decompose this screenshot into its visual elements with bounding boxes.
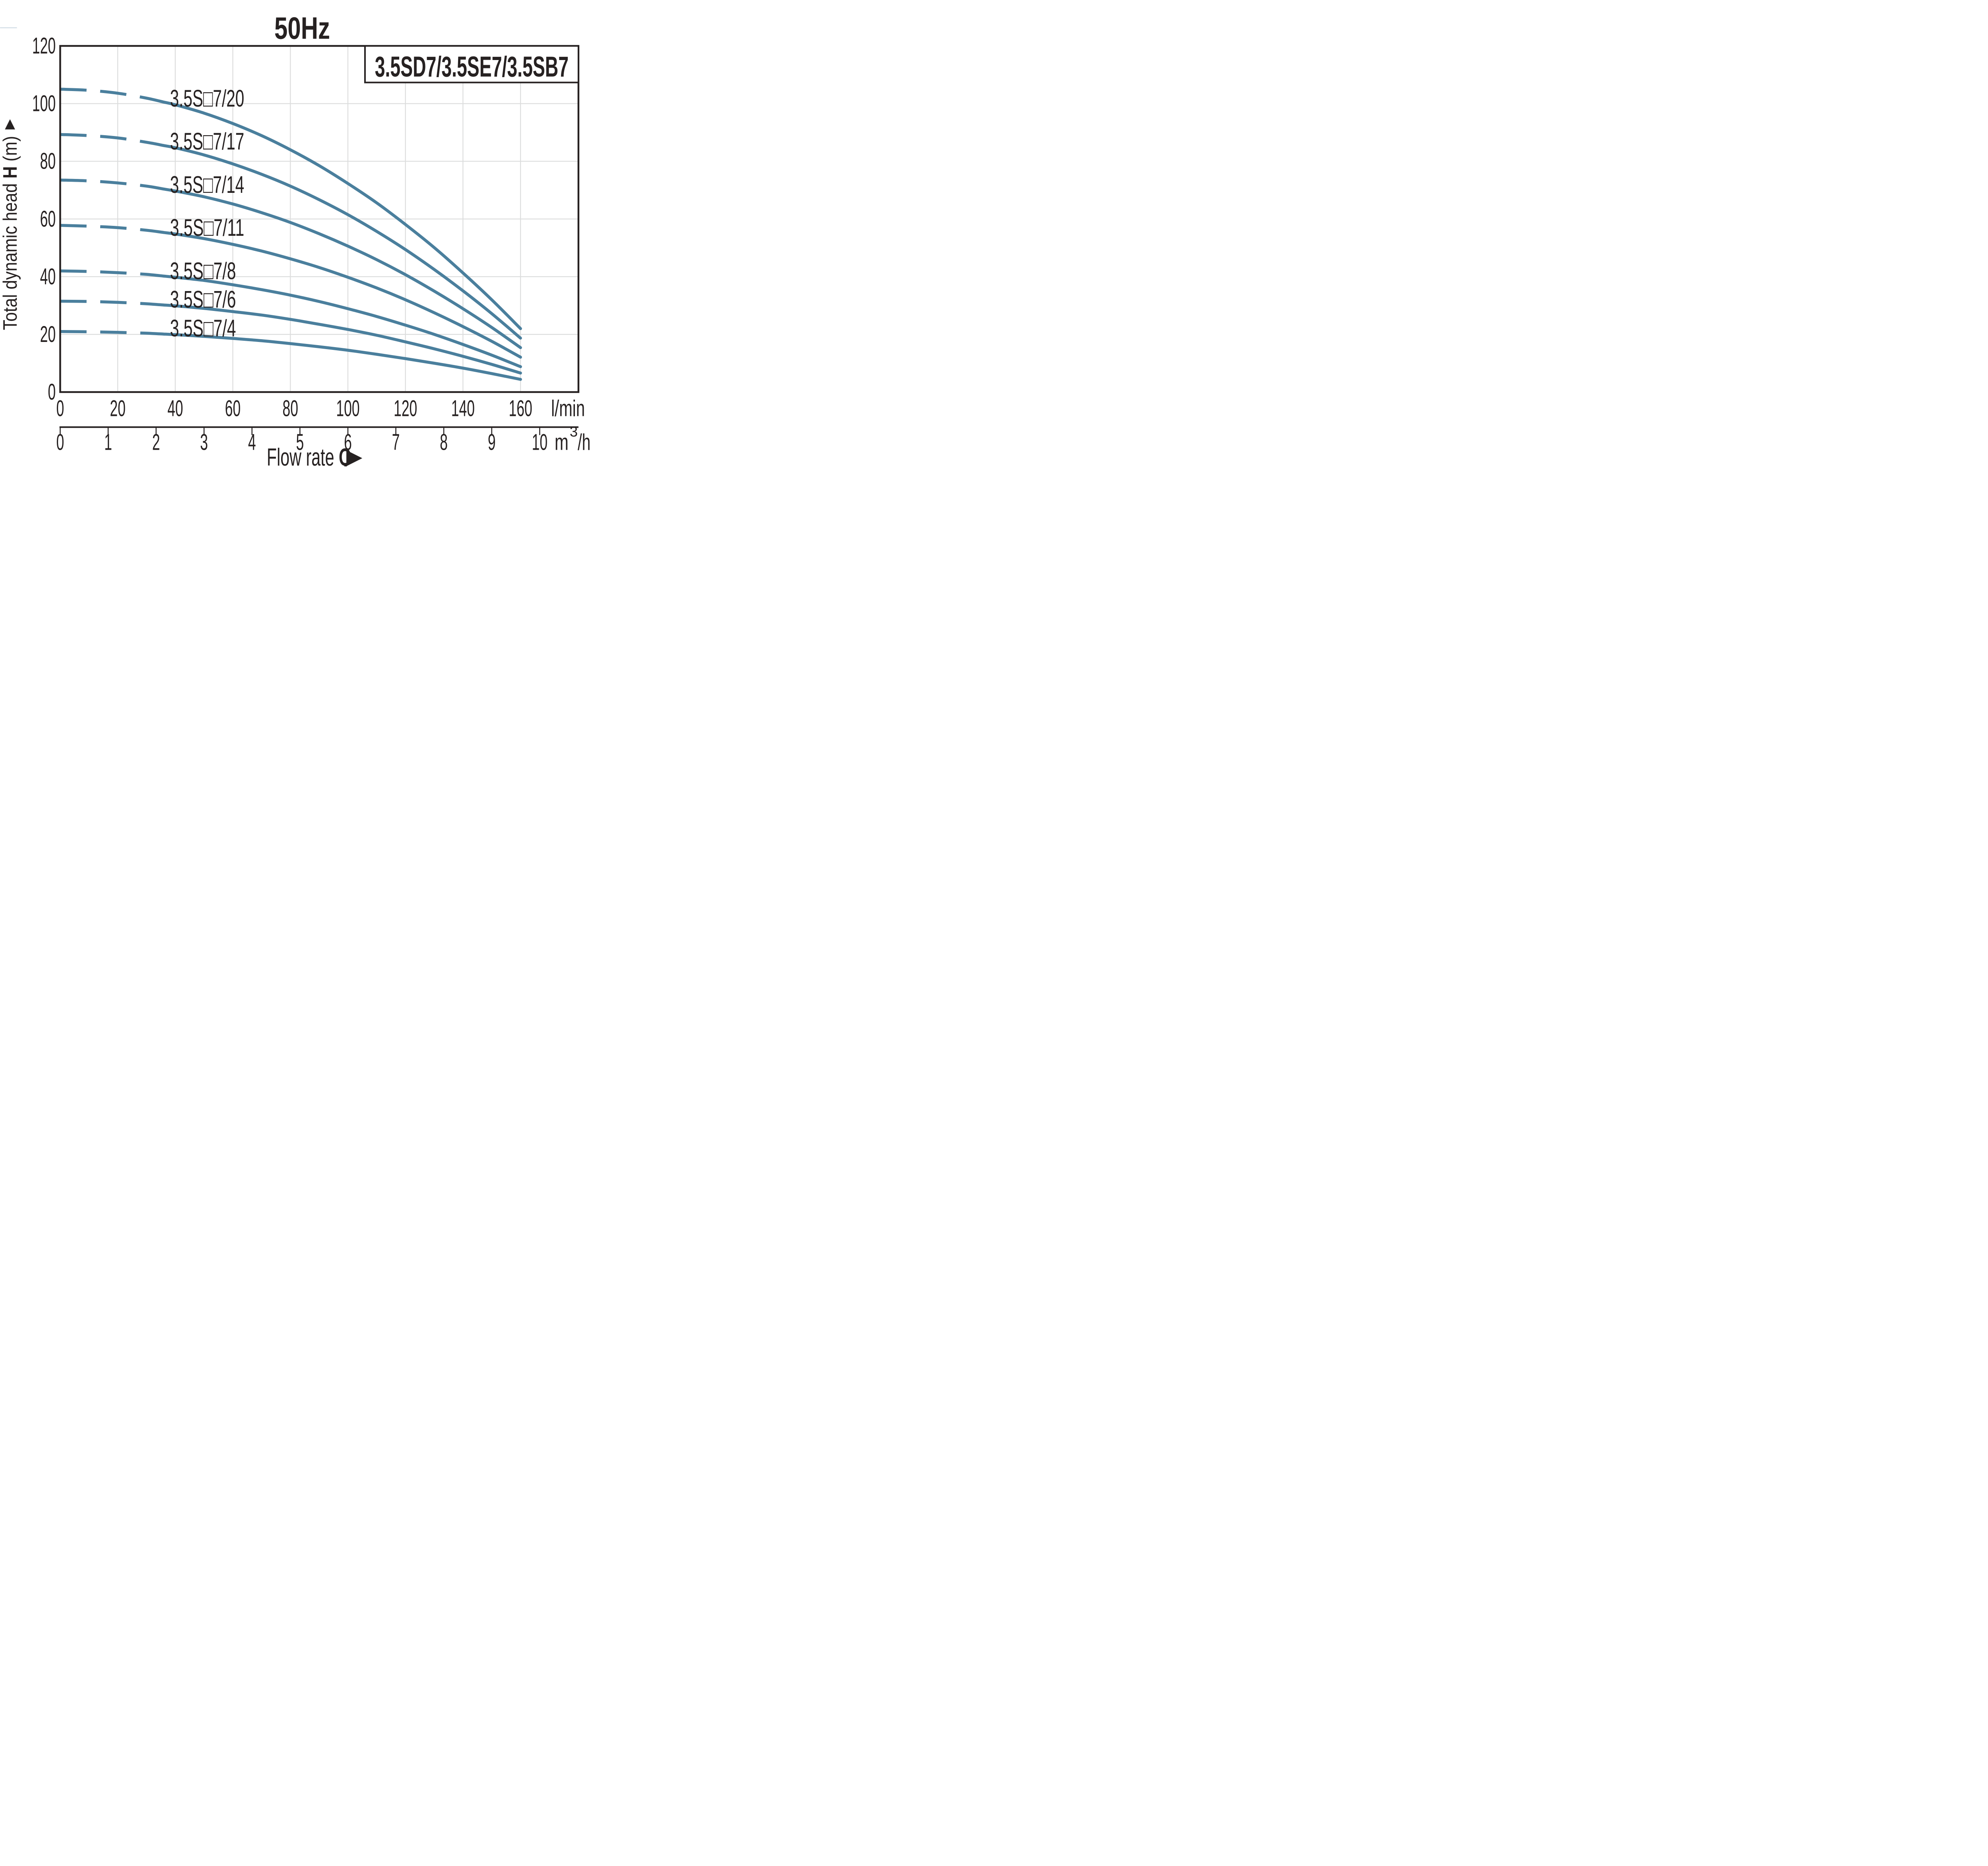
legend-box: [364, 45, 579, 83]
curve-solid-3.5S□7/17: [162, 144, 522, 340]
curve-label-3.5S□7/14: 3.5S□7/14: [170, 171, 245, 198]
x-axis-title-q: Q: [339, 443, 351, 466]
m3h-tick-label-0: 0: [56, 429, 64, 455]
y-axis-arrow-icon: ▲: [2, 114, 19, 134]
chart-canvas: 50Hz 3.5S□7/20 3.5S□7/17 3.5S□7/14 3.5S□7/1…: [0, 11, 590, 466]
y-tick-label-120: 120: [32, 33, 56, 58]
x-axis-title-text: Flow rate Q: [267, 443, 351, 466]
y-tick-label-0: 0: [48, 379, 56, 405]
x-axis-m3h-group: 0 1 2 3 4 5 6 7 8 9 10: [56, 426, 579, 455]
m3h-unit-per-h: /h: [578, 429, 590, 455]
curve-label-3.5S□7/4: 3.5S□7/4: [170, 315, 236, 342]
x-lmin-tick-label-160: 160: [509, 396, 532, 421]
m3h-tick-label-4: 4: [248, 429, 256, 455]
y-axis-title-post: (m): [0, 136, 21, 161]
curve-dashed-3.5S□7/6: [60, 299, 164, 307]
curve-solid-3.5S□7/14: [162, 187, 522, 350]
curve-label-3.5S□7/20: 3.5S□7/20: [170, 85, 245, 112]
m3h-unit-m: m: [555, 429, 569, 455]
x-lmin-tick-label-40: 40: [167, 396, 183, 421]
x-lmin-tick-label-0: 0: [56, 396, 64, 421]
y-tick-label-80: 80: [40, 149, 56, 174]
scan-artifact-line: [0, 27, 17, 28]
m3h-tick-label-6: 6: [344, 429, 352, 455]
x-lmin-tick-label-60: 60: [225, 396, 241, 421]
curve-dashed-3.5S□7/17: [60, 133, 164, 147]
y-axis-title-pre: Total dynamic head: [0, 179, 21, 330]
x-axis-lmin-unit-label: l/min: [551, 396, 585, 421]
curve-label-3.5S□7/6: 3.5S□7/6: [170, 286, 236, 313]
m3h-tick-label-2: 2: [152, 429, 160, 455]
pump-performance-chart: 50Hz 3.5S□7/20 3.5S□7/17 3.5S□7/14 3.5S□7/1…: [0, 0, 599, 466]
m3h-tick-label-5: 5: [296, 429, 304, 455]
x-lmin-tick-label-120: 120: [394, 396, 417, 421]
m3h-unit-sup3: 3: [570, 423, 578, 440]
m3h-tick-label-3: 3: [200, 429, 208, 455]
m3h-tick-label-9: 9: [488, 429, 496, 455]
curve-dashed-3.5S□7/11: [60, 223, 164, 234]
x-lmin-tick-label-100: 100: [336, 396, 359, 421]
gridlines-group: [61, 47, 578, 391]
curve-solid-3.5S□7/4: [162, 332, 522, 381]
curve-dashed-3.5S□7/8: [60, 269, 164, 278]
curves-group: [60, 87, 522, 381]
y-axis-title-text: Total dynamic head H (m): [0, 136, 21, 330]
x-axis-title-pre: Flow rate: [267, 443, 339, 466]
legend-models-label: 3.5SD7/3.5SE7/3.5SB7: [375, 50, 569, 83]
x-lmin-tick-label-80: 80: [283, 396, 298, 421]
y-axis-title-h: H: [0, 166, 21, 179]
x-axis-lmin-tick-labels: 0 20 40 60 80 100 120 140 160: [56, 396, 532, 421]
x-axis-title: Flow rate Q: [267, 443, 351, 466]
m3h-tick-label-7: 7: [392, 429, 400, 455]
legend-box-group: 3.5SD7/3.5SE7/3.5SB7: [364, 45, 579, 83]
y-tick-label-60: 60: [40, 206, 56, 232]
m3h-tick-label-8: 8: [440, 429, 448, 455]
curve-solid-3.5S□7/6: [162, 303, 522, 375]
m3h-tick-label-1: 1: [104, 429, 112, 455]
x-axis-arrow-icon: ▶: [346, 445, 363, 466]
curve-solid-3.5S□7/8: [162, 274, 522, 368]
curve-label-3.5S□7/8: 3.5S□7/8: [170, 258, 236, 284]
x-lmin-tick-label-140: 140: [451, 396, 475, 421]
curve-solid-3.5S□7/20: [162, 101, 522, 330]
curve-label-3.5S□7/17: 3.5S□7/17: [170, 128, 245, 155]
chart-title: 50Hz: [274, 11, 330, 45]
curve-dashed-3.5S□7/4: [60, 330, 164, 336]
curve-label-3.5S□7/11: 3.5S□7/11: [170, 214, 245, 241]
y-axis-title: Total dynamic head H (m): [0, 136, 21, 330]
curve-labels-group: 3.5S□7/20 3.5S□7/17 3.5S□7/14 3.5S□7/11 3.5S…: [170, 85, 245, 342]
plot-frame: [59, 45, 580, 393]
m3h-tick-label-10: 10: [532, 429, 547, 455]
x-axis-m3h-unit-label: m 3 /h: [555, 423, 590, 455]
y-tick-label-20: 20: [40, 322, 56, 347]
x-lmin-tick-label-20: 20: [110, 396, 125, 421]
curve-solid-3.5S□7/11: [162, 231, 522, 359]
y-tick-label-100: 100: [32, 91, 56, 117]
y-axis-tick-labels: 0 20 40 60 80 100 120: [32, 33, 56, 405]
curve-dashed-3.5S□7/20: [60, 87, 164, 104]
y-tick-label-40: 40: [40, 264, 56, 289]
curve-dashed-3.5S□7/14: [60, 179, 164, 191]
